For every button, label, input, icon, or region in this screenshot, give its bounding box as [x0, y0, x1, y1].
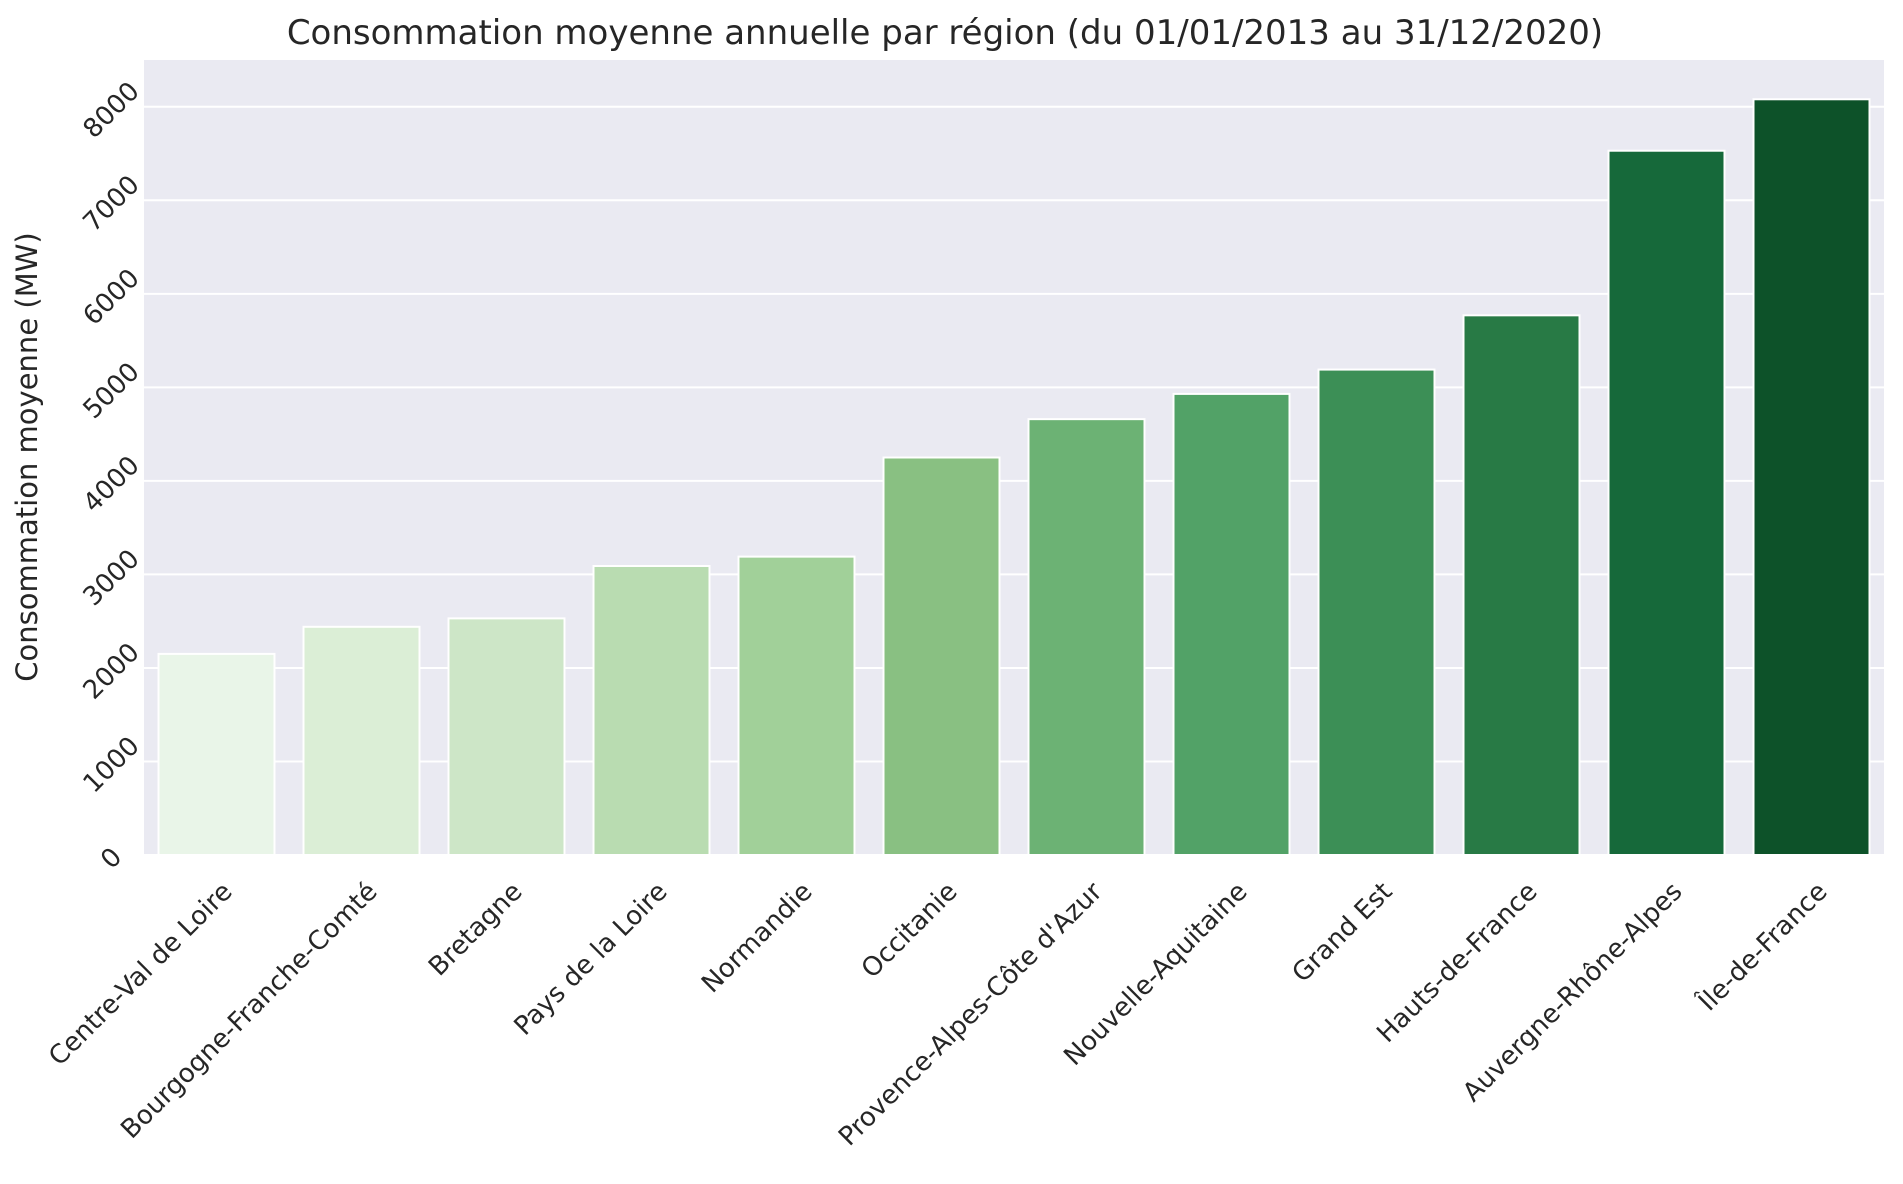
- x-tick-label: Grand Est: [1287, 877, 1399, 989]
- x-tick-label: Bretagne: [423, 877, 528, 982]
- bar: [737, 555, 856, 856]
- x-tick-label: Pays de la Loire: [509, 877, 674, 1042]
- bar: [1172, 392, 1291, 856]
- x-tick-labels: Centre-Val de LoireBourgogne-Franche-Com…: [43, 875, 1833, 1152]
- bar: [882, 456, 1001, 856]
- bar: [592, 564, 711, 857]
- x-tick-label: Hauts-de-France: [1371, 877, 1543, 1049]
- chart-title: Consommation moyenne annuelle par région…: [287, 13, 1603, 53]
- x-tick-label: Provence-Alpes-Côte d'Azur: [833, 877, 1109, 1153]
- x-tick-label: Île-de-France: [1691, 875, 1834, 1018]
- bar: [1462, 314, 1581, 857]
- y-tick-label: 5000: [78, 357, 146, 425]
- y-tick-label: 4000: [78, 451, 146, 519]
- y-tick-label: 7000: [78, 170, 146, 238]
- bar: [302, 625, 421, 856]
- x-tick-label: Normandie: [696, 877, 818, 999]
- bar: [157, 652, 276, 856]
- plot-area: [144, 60, 1884, 855]
- y-tick-label: 1000: [78, 731, 146, 799]
- bars: [157, 98, 1871, 857]
- y-tick-label: 3000: [78, 544, 146, 612]
- bar: [1027, 418, 1146, 856]
- bar: [1607, 149, 1726, 857]
- grid-lines: [144, 105, 1884, 856]
- y-tick-label: 2000: [78, 638, 146, 706]
- bar: [1317, 368, 1436, 856]
- y-tick-label: 6000: [78, 263, 146, 331]
- bar: [1752, 98, 1871, 857]
- y-axis-label: Consommation moyenne (MW): [10, 232, 44, 681]
- bar: [447, 617, 566, 857]
- y-tick-labels: 0 1000 2000 3000 4000 5000 6000 7000 8000: [78, 76, 146, 875]
- y-tick-label: 8000: [78, 76, 146, 144]
- x-tick-label: Bourgogne-Franche-Comté: [115, 877, 383, 1145]
- x-tick-label: Occitanie: [856, 877, 964, 985]
- y-tick-label: 0: [95, 842, 128, 875]
